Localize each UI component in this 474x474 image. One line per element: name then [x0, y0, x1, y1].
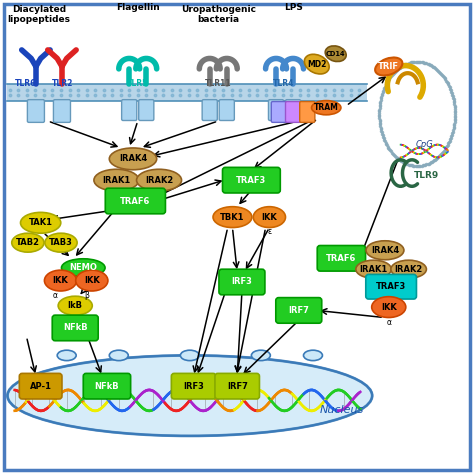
Text: TLR5: TLR5 — [127, 79, 148, 88]
Ellipse shape — [253, 207, 285, 228]
Text: LPS: LPS — [284, 2, 303, 11]
Text: IRF3: IRF3 — [231, 277, 252, 286]
Text: IKK: IKK — [381, 302, 397, 311]
FancyBboxPatch shape — [366, 274, 417, 299]
Ellipse shape — [109, 350, 128, 361]
FancyBboxPatch shape — [285, 101, 301, 122]
Ellipse shape — [251, 350, 270, 361]
Text: IRAK2: IRAK2 — [394, 264, 423, 273]
Text: β: β — [85, 291, 90, 300]
Text: IRAK4: IRAK4 — [119, 155, 147, 164]
Text: NFkB: NFkB — [95, 382, 119, 391]
Text: Diacylated
lipopeptides: Diacylated lipopeptides — [8, 5, 71, 24]
Text: Uropathogenic
bacteria: Uropathogenic bacteria — [181, 5, 256, 24]
Text: TAB2: TAB2 — [16, 238, 40, 247]
Ellipse shape — [304, 55, 329, 74]
FancyBboxPatch shape — [276, 298, 322, 323]
Ellipse shape — [311, 100, 341, 115]
Text: TLR9: TLR9 — [414, 171, 439, 180]
Text: ε: ε — [267, 227, 272, 236]
Ellipse shape — [45, 270, 77, 291]
Text: Flagellin: Flagellin — [116, 2, 160, 11]
Text: IRAK1: IRAK1 — [359, 264, 388, 273]
Ellipse shape — [303, 350, 322, 361]
Text: IRAK2: IRAK2 — [145, 176, 173, 185]
Text: TLR11: TLR11 — [205, 79, 232, 88]
Text: IRF3: IRF3 — [183, 382, 204, 391]
FancyBboxPatch shape — [222, 167, 280, 193]
FancyBboxPatch shape — [317, 246, 365, 271]
FancyBboxPatch shape — [219, 269, 265, 295]
Text: IKK: IKK — [262, 213, 277, 222]
Text: MD2: MD2 — [307, 60, 327, 69]
Text: TRAF3: TRAF3 — [236, 176, 266, 185]
Ellipse shape — [181, 350, 199, 361]
Text: IkB: IkB — [68, 301, 83, 310]
Text: IRF7: IRF7 — [227, 382, 247, 391]
FancyBboxPatch shape — [83, 374, 131, 399]
Text: NFkB: NFkB — [63, 323, 88, 332]
Ellipse shape — [94, 169, 139, 191]
FancyBboxPatch shape — [52, 315, 98, 341]
Ellipse shape — [8, 356, 372, 436]
Ellipse shape — [137, 169, 182, 191]
Text: CD14: CD14 — [326, 51, 346, 57]
Ellipse shape — [76, 270, 108, 291]
Ellipse shape — [62, 259, 105, 277]
Text: TLR4: TLR4 — [273, 79, 294, 88]
Text: TAK1: TAK1 — [28, 219, 53, 228]
Ellipse shape — [366, 241, 404, 260]
Text: TRAF3: TRAF3 — [376, 282, 406, 291]
Ellipse shape — [57, 350, 76, 361]
Ellipse shape — [213, 207, 252, 228]
FancyBboxPatch shape — [215, 374, 259, 399]
Bar — [8, 84, 367, 101]
Ellipse shape — [356, 260, 392, 278]
FancyBboxPatch shape — [122, 100, 137, 120]
Text: TRIF: TRIF — [378, 62, 399, 71]
FancyBboxPatch shape — [4, 4, 470, 470]
Text: TAB3: TAB3 — [49, 238, 73, 247]
Text: TBK1: TBK1 — [220, 213, 245, 222]
Text: TRAF6: TRAF6 — [120, 197, 151, 206]
Text: IRF7: IRF7 — [288, 306, 309, 315]
Text: IRAK4: IRAK4 — [371, 246, 399, 255]
Text: α: α — [386, 318, 391, 327]
FancyBboxPatch shape — [271, 101, 286, 122]
FancyBboxPatch shape — [105, 188, 165, 214]
Text: TRAF6: TRAF6 — [326, 254, 356, 263]
Text: IKK: IKK — [53, 276, 68, 285]
Text: CpG: CpG — [415, 140, 433, 149]
Text: α: α — [52, 291, 57, 300]
Ellipse shape — [375, 57, 402, 75]
FancyBboxPatch shape — [54, 100, 71, 122]
FancyBboxPatch shape — [172, 374, 216, 399]
FancyBboxPatch shape — [139, 100, 154, 120]
Text: TLR6: TLR6 — [15, 79, 36, 88]
FancyBboxPatch shape — [268, 100, 283, 120]
Ellipse shape — [109, 148, 157, 170]
Ellipse shape — [372, 297, 406, 318]
Text: NEMO: NEMO — [69, 263, 97, 272]
Text: Nucleus: Nucleus — [319, 405, 364, 415]
Text: TLR2: TLR2 — [52, 79, 73, 88]
FancyBboxPatch shape — [27, 100, 45, 122]
Ellipse shape — [12, 233, 44, 252]
Ellipse shape — [20, 212, 61, 233]
Ellipse shape — [325, 46, 346, 62]
FancyBboxPatch shape — [19, 374, 62, 399]
FancyBboxPatch shape — [285, 100, 301, 120]
FancyBboxPatch shape — [300, 101, 315, 122]
Text: IKK: IKK — [84, 276, 100, 285]
Text: TRAM: TRAM — [314, 103, 338, 112]
Ellipse shape — [391, 260, 427, 278]
Text: AP-1: AP-1 — [30, 382, 52, 391]
Ellipse shape — [45, 233, 77, 252]
Ellipse shape — [58, 296, 92, 315]
FancyBboxPatch shape — [202, 100, 217, 120]
Text: IRAK1: IRAK1 — [102, 176, 130, 185]
FancyBboxPatch shape — [219, 100, 234, 120]
